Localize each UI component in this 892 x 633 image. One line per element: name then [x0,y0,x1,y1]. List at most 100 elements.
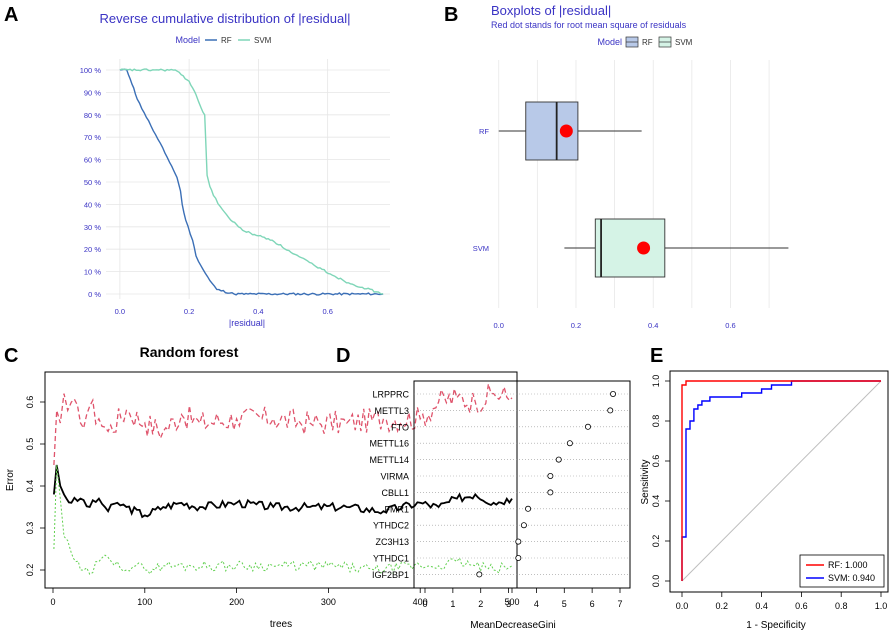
c-x-tick-label-0: 0 [50,597,55,607]
panel-b-subtitle: Red dot stands for root mean square of r… [491,20,687,30]
panel-a-y-tick-labels: 0 % 10 % 20 % 30 % 40 % 50 % 60 % 70 % 80 % 90 % 1… [80,66,102,299]
d-label-cbll1: CBLL1 [381,488,409,498]
e-x-tick-label-2: 0.4 [755,601,768,611]
a-y-tick-label-0: 0 % [88,290,101,299]
panel-d: D LRPPRC METTL3 FTO METTL16 METTL14 VIRMA CBLL… [336,345,631,631]
c-y-tick-label-1: 0.3 [25,522,35,535]
d-x-tick-label-7: 7 [617,599,622,609]
panel-a-title: Reverse cumulative distribution of |resi… [100,11,351,26]
b-x-tick-label-1: 0.2 [571,321,581,330]
legend-e-rf-label: RF: 1.000 [828,560,868,570]
a-x-tick-label-1: 0.2 [184,307,194,316]
e-diagonal-line [681,380,882,582]
a-x-tick-label-3: 0.6 [322,307,332,316]
d-point-virma [547,472,554,479]
panel-d-x-label: MeanDecreaseGini [470,620,556,631]
panel-d-frame [413,380,631,589]
panel-c-title: Random forest [140,344,239,360]
panel-c-x-ticks: 0 100 200 300 400 500 [50,588,520,607]
panel-b-legend-title: Model [597,37,622,47]
d-x-tick-label-4: 4 [534,599,539,609]
a-y-tick-label-10: 100 % [80,66,102,75]
c-y-tick-label-4: 0.6 [25,396,35,409]
a-series-rf [119,68,384,296]
panel-a-legend-title: Model [175,35,200,45]
b-rmse-dot-rf [559,124,573,138]
a-y-tick-label-1: 10 % [84,268,101,277]
d-point-mettl16 [566,440,573,447]
panel-e-y-label: Sensitivity [640,459,651,504]
panel-a-x-label: |residual| [229,318,265,328]
d-x-tick-label-0: 0 [422,599,427,609]
panel-d-x-ticks: 0 1 2 3 4 5 6 7 [422,588,623,609]
d-label-lrpprc: LRPPRC [372,390,409,400]
a-y-tick-label-7: 70 % [84,133,101,142]
e-x-tick-label-4: 0.8 [835,601,848,611]
c-x-tick-label-3: 300 [321,597,336,607]
e-x-tick-label-3: 0.6 [795,601,808,611]
panel-a-plot-bg [106,59,390,299]
a-y-tick-label-3: 30 % [84,223,101,232]
d-label-ythdc2: YTHDC2 [373,521,409,531]
d-point-mettl14 [555,456,562,463]
c-y-tick-label-3: 0.5 [25,438,35,451]
a-x-tick-label-2: 0.4 [253,307,263,316]
panel-a-x-tick-labels: 0.0 0.2 0.4 0.6 [115,307,333,316]
a-y-tick-label-9: 90 % [84,88,101,97]
e-y-tick-label-0: 0.0 [651,575,661,588]
d-x-tick-label-6: 6 [590,599,595,609]
d-point-lrpprc [610,390,617,397]
b-category-label-rf: RF [479,127,489,136]
d-label-ythdc1: YTHDC1 [373,554,409,564]
panel-c-y-ticks: 0.2 0.3 0.4 0.5 0.6 [25,396,45,576]
a-y-tick-label-5: 50 % [84,178,101,187]
panel-c-series [53,383,513,576]
e-roc-svm [681,380,881,581]
b-category-label-svm: SVM [473,244,489,253]
e-roc-rf [681,380,881,581]
d-point-zc3h13 [515,538,522,545]
panel-a: A Reverse cumulative distribution of |re… [4,4,390,328]
a-y-tick-label-4: 40 % [84,200,101,209]
panel-e-y-ticks: 0.0 0.2 0.4 0.6 0.8 1.0 [651,375,670,588]
panel-c-frame [44,371,518,589]
panel-c-y-label: Error [5,468,16,491]
a-y-tick-label-6: 60 % [84,156,101,165]
d-point-mettl3 [607,407,614,414]
e-x-tick-label-1: 0.2 [716,601,729,611]
e-y-tick-label-1: 0.2 [651,535,661,548]
panel-b-letter: B [444,4,458,26]
c-x-tick-label-1: 100 [137,597,152,607]
d-label-mettl16: METTL16 [369,439,409,449]
e-y-tick-label-5: 1.0 [651,375,661,388]
d-point-ythdc2 [520,522,527,529]
d-label-zc3h13: ZC3H13 [375,537,409,547]
panel-a-gridlines [106,59,390,299]
panel-e-legend-box [799,554,885,588]
d-x-tick-label-3: 3 [506,599,511,609]
panel-e-x-ticks: 0.0 0.2 0.4 0.6 0.8 1.0 [676,592,887,611]
c-series-class1 [53,383,513,466]
e-x-tick-label-0: 0.0 [676,601,689,611]
c-series-class2 [53,464,513,576]
d-label-fmr1: FMR1 [385,504,410,514]
d-label-fto: FTO [391,422,409,432]
panel-e-series [681,380,882,582]
c-y-tick-label-2: 0.4 [25,480,35,493]
panel-b: B Boxplots of |residual| Red dot stands … [444,3,789,330]
d-x-tick-label-1: 1 [450,599,455,609]
a-x-tick-label-0: 0.0 [115,307,125,316]
panel-e: E 0.0 0.2 0.4 0.6 0.8 1.0 0.00.20.40.60.81.0 … [640,345,889,631]
d-label-mettl14: METTL14 [369,455,409,465]
e-y-tick-label-3: 0.6 [651,455,661,468]
panel-d-letter: D [336,345,350,367]
e-y-tick-label-4: 0.8 [651,415,661,428]
b-x-tick-label-0: 0.0 [494,321,504,330]
panel-e-frame [669,370,889,593]
a-y-tick-label-2: 20 % [84,245,101,254]
panel-b-category-labels: RF SVM [473,127,490,253]
panel-b-boxes [498,101,789,278]
panel-d-rows: LRPPRC METTL3 FTO METTL16 METTL14 VIRMA CBLL1 F… [369,390,630,580]
d-x-tick-label-5: 5 [562,599,567,609]
